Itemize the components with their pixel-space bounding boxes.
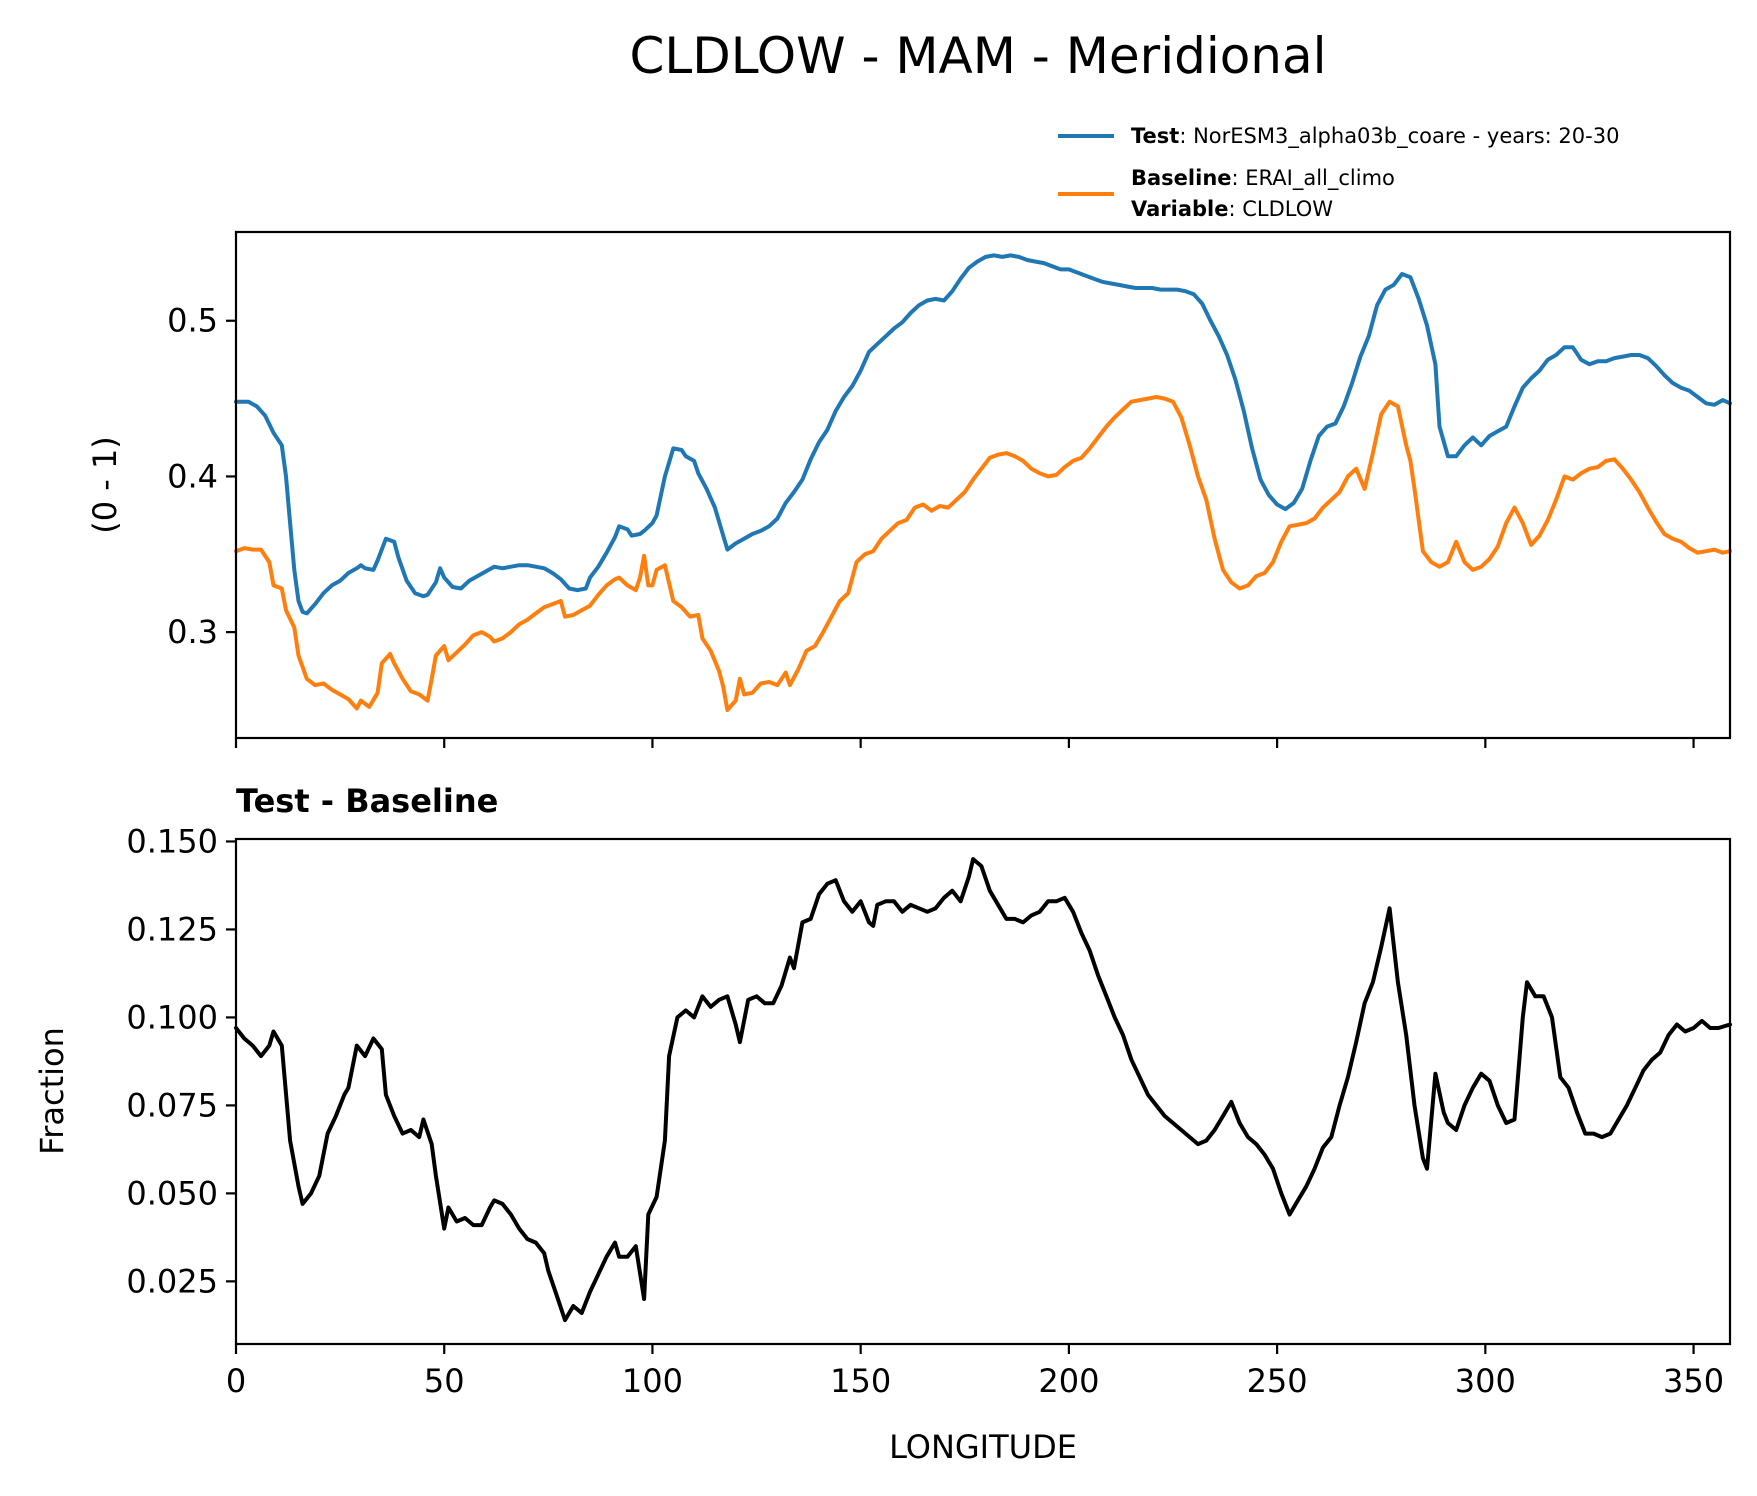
chart-title: CLDLOW - MAM - Meridional — [629, 27, 1326, 85]
bottom-x-label: LONGITUDE — [889, 1428, 1077, 1466]
bottom-xtick-label: 300 — [1455, 1362, 1516, 1400]
bottom-ytick-label: 0.075 — [126, 1086, 218, 1124]
bottom-ytick-label: 0.125 — [126, 910, 218, 948]
top-x-ticks — [234, 738, 1695, 748]
legend-variable-label: Variable: CLDLOW — [1131, 197, 1333, 221]
top-series-test — [234, 253, 1732, 616]
top-panel: 0.3 0.4 0.5 (0 - 1) — [86, 230, 1732, 748]
bottom-xtick-label: 50 — [424, 1362, 465, 1400]
top-axes-frame — [234, 230, 1732, 740]
bottom-xtick-label: 250 — [1247, 1362, 1308, 1400]
bottom-y-label: Fraction — [33, 1027, 71, 1155]
bottom-xtick-label: 200 — [1038, 1362, 1099, 1400]
legend-baseline-desc: : ERAI_all_climo — [1232, 166, 1395, 191]
top-ytick-label: 0.5 — [167, 302, 218, 340]
legend-variable-name: Variable — [1131, 197, 1228, 221]
bottom-series-test-baseline — [234, 857, 1732, 1323]
top-ytick-label: 0.4 — [167, 457, 218, 495]
top-series-baseline — [234, 395, 1732, 712]
bottom-axes-frame — [234, 837, 1732, 1346]
bottom-plot-area — [234, 857, 1732, 1323]
bottom-y-ticks: 0.025 0.050 0.075 0.100 0.125 0.150 — [126, 822, 236, 1300]
bottom-xtick-label: 0 — [226, 1362, 246, 1400]
legend: Test: NorESM3_alpha03b_coare - years: 20… — [1058, 124, 1619, 221]
legend-test-desc: : NorESM3_alpha03b_coare - years: 20-30 — [1179, 124, 1619, 149]
top-plot-area — [234, 253, 1732, 712]
legend-baseline-name: Baseline — [1131, 166, 1232, 190]
legend-test-label: Test: NorESM3_alpha03b_coare - years: 20… — [1131, 124, 1619, 149]
bottom-xtick-label: 350 — [1663, 1362, 1724, 1400]
bottom-xtick-label: 100 — [622, 1362, 683, 1400]
bottom-panel: Test - Baseline 0.025 0.050 0.075 0.100 0.12… — [33, 782, 1732, 1466]
bottom-ytick-label: 0.150 — [126, 822, 218, 860]
bottom-ytick-label: 0.050 — [126, 1174, 218, 1212]
legend-variable-desc: : CLDLOW — [1228, 197, 1333, 221]
bottom-xtick-label: 150 — [830, 1362, 891, 1400]
top-ytick-label: 0.3 — [167, 613, 218, 651]
bottom-ytick-label: 0.025 — [126, 1262, 218, 1300]
bottom-subtitle: Test - Baseline — [236, 782, 498, 820]
legend-baseline-label: Baseline: ERAI_all_climo — [1131, 166, 1395, 191]
top-y-label: (0 - 1) — [86, 436, 124, 534]
legend-test-name: Test — [1131, 124, 1179, 148]
top-y-ticks: 0.3 0.4 0.5 — [167, 302, 236, 651]
bottom-ytick-label: 0.100 — [126, 998, 218, 1036]
bottom-x-ticks: 0 50 100 150 200 250 300 350 — [226, 1344, 1724, 1400]
